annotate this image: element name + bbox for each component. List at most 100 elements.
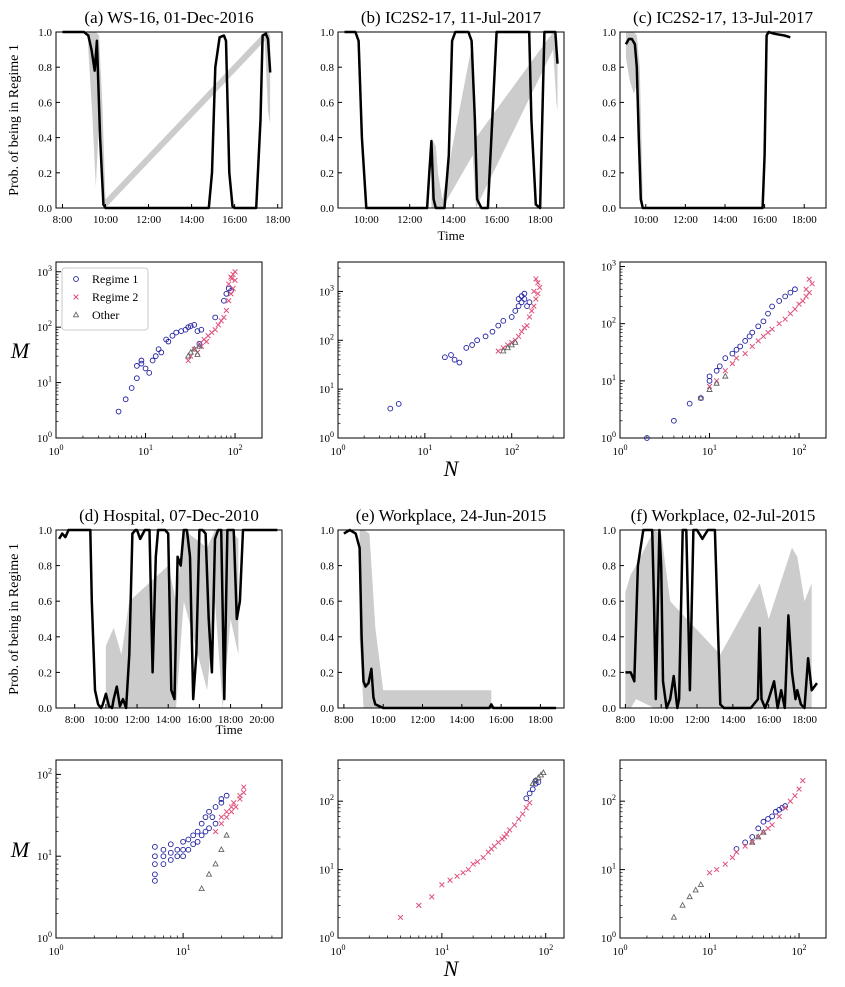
legend-label-other: Other — [92, 308, 119, 322]
panel-b-xtick-label: 12:00 — [397, 214, 423, 226]
panel-f-point — [716, 363, 723, 370]
panel-e-point — [531, 288, 537, 295]
panel-d-ylabel: M — [10, 338, 31, 363]
panel-j-ytick-label: 102 — [37, 766, 52, 781]
panel-g-ytick-label: 1.0 — [38, 525, 52, 537]
panel-k-point — [470, 861, 476, 867]
panel-l-point — [733, 849, 740, 855]
panel-l-point — [755, 825, 762, 832]
panel-a-xtick-label: 18:00 — [265, 214, 291, 226]
panel-l-point — [742, 843, 748, 849]
panel-l-series-regime-2 — [706, 777, 806, 876]
panel-l-point — [697, 881, 705, 888]
panel-l-point — [765, 816, 771, 822]
panel-i-frame — [619, 529, 827, 709]
panel-k-point — [526, 790, 533, 797]
panel-f-point — [782, 316, 788, 322]
panel-j-point — [190, 841, 197, 848]
panel-f-point — [722, 372, 729, 379]
panel-d-point — [228, 291, 234, 297]
panel-c-ytick-label: 0.6 — [602, 97, 616, 109]
panel-d-series-other — [184, 342, 203, 359]
panel-k-point — [519, 811, 526, 817]
panel-i-ytick-label: 0.4 — [602, 632, 616, 644]
panel-j-point — [180, 846, 186, 853]
panel-i-ytick-label: 0.6 — [602, 596, 616, 608]
panel-j-point — [212, 804, 219, 810]
panel-e-point — [395, 400, 402, 407]
panel-i-xtick-label: 14:00 — [720, 714, 746, 726]
panel-d-point — [158, 349, 165, 356]
panel-l-point — [733, 846, 740, 852]
panel-d-point — [122, 396, 129, 403]
panel-j-point — [167, 849, 174, 856]
panel-d-point — [138, 360, 145, 367]
legend-box — [61, 267, 149, 331]
panel-l-point — [670, 913, 678, 920]
panel-h-confidence-band — [359, 530, 492, 708]
panel-j-point — [152, 853, 158, 860]
panel-e-xtick-label: 100 — [331, 443, 346, 458]
panel-f-point — [713, 379, 720, 386]
panel-l-point — [769, 813, 775, 820]
panel-c-ytick-label: 0.2 — [602, 168, 616, 180]
panel-g-ytick-label: 0.4 — [38, 632, 52, 644]
panel-d-point — [133, 375, 140, 382]
panel-d-point — [190, 345, 198, 352]
panel-j-point — [230, 800, 237, 806]
panel-d-point — [149, 357, 156, 364]
panel-l-point — [706, 869, 713, 876]
panel-j-point — [218, 796, 225, 802]
panel-f-point — [803, 286, 809, 293]
panel-l-point — [787, 798, 794, 804]
panel-f-point — [644, 435, 650, 441]
panel-f-point — [800, 298, 806, 304]
panel-j-point — [167, 841, 174, 848]
panel-j-point — [240, 784, 247, 790]
panel-d-point — [169, 332, 176, 339]
panel-k-point — [503, 831, 510, 837]
panel-e-xtick-label: 102 — [504, 443, 519, 458]
panel-j-point — [198, 885, 205, 892]
panel-b-confidence-band — [431, 32, 558, 208]
panel-e-point — [500, 317, 507, 324]
panel-d-point — [215, 322, 222, 328]
panel-e-point — [518, 328, 525, 335]
panel-f-point — [769, 303, 775, 310]
panel-k-point — [529, 779, 536, 786]
panel-k-series-other — [529, 769, 547, 786]
panel-e-point — [495, 322, 502, 329]
panel-c-ytick-label: 0.4 — [602, 133, 616, 145]
panel-k-point — [439, 882, 445, 888]
panel-d-point — [194, 328, 201, 334]
panel-g-ylabel: Prob. of being in Regime 1 — [7, 543, 22, 695]
panel-l-series-other — [670, 828, 767, 920]
panel-d-ytick-label: 103 — [37, 264, 52, 279]
panel-f-point — [760, 333, 767, 340]
panel-i-ytick-label: 1.0 — [602, 525, 616, 537]
panel-d-xtick-label: 101 — [138, 443, 153, 458]
panel-f-point — [787, 289, 794, 296]
panel-j-point — [160, 861, 167, 867]
panel-a-xtick-label: 10:00 — [93, 214, 119, 226]
panel-f-point — [809, 280, 815, 287]
panel-e-point — [515, 333, 522, 340]
panel-d-series-regime-1 — [115, 285, 234, 415]
panel-a-frame — [55, 31, 283, 209]
panel-e-point — [387, 405, 394, 412]
panel-j-point — [152, 871, 158, 878]
panel-f-point — [787, 310, 794, 317]
panel-j-point — [218, 814, 225, 820]
panel-g-xtick-label: 18:00 — [218, 714, 244, 726]
panel-l-point — [713, 866, 720, 873]
panel-j-point — [185, 836, 192, 843]
panel-l-ytick-label: 102 — [601, 793, 616, 808]
panel-k-xtick-label: 102 — [538, 943, 553, 958]
panel-f-point — [749, 329, 756, 336]
panel-l-scatter: 100 101 102 100 101 102 — [601, 759, 827, 958]
panel-j-ylabel: M — [10, 837, 31, 862]
panel-j-point — [218, 845, 225, 852]
panel-f-point — [782, 293, 789, 300]
panel-k-point — [523, 805, 530, 811]
panel-j-xtick-label: 101 — [176, 943, 191, 958]
